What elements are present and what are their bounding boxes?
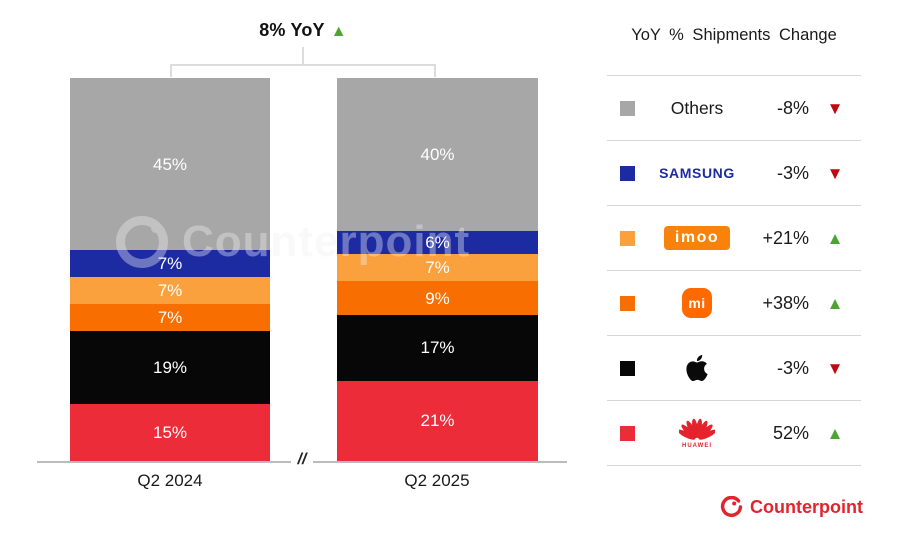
others-label: Others: [670, 97, 724, 118]
category-label-q2-2024: Q2 2024: [137, 471, 203, 490]
chart-growth-title: 8% YoY ▲: [173, 20, 433, 41]
bar-segment-value: 7%: [425, 258, 450, 278]
legend-row-huawei: HUAWEI 52% ▲: [607, 400, 861, 466]
legend: Others -8% ▼ SAMSUNG -3% ▼ imoo +21% ▲ m…: [607, 75, 861, 466]
others-swatch: [620, 100, 635, 116]
counterpoint-logo: Counterpoint: [720, 496, 863, 519]
bar-q2-2024: 45% 7% 7% 7% 19% 15%: [70, 78, 270, 461]
bar-segment-value: 17%: [420, 338, 455, 358]
bar-q2-2025: 40% 6% 7% 9% 17% 21%: [337, 78, 538, 461]
samsung-swatch: [620, 165, 635, 181]
samsung-logo: SAMSUNG: [659, 165, 735, 181]
bar-segment-apple-q2-2025: 17%: [337, 315, 538, 381]
x-axis-left-segment: [37, 461, 291, 463]
up-triangle-icon: ▲: [826, 293, 844, 313]
legend-row-samsung: SAMSUNG -3% ▼: [607, 140, 861, 205]
apple-swatch: [620, 360, 635, 376]
huawei-change: 52%: [772, 422, 809, 443]
bar-segment-value: 19%: [152, 357, 188, 377]
counterpoint-c-icon: [720, 496, 743, 517]
legend-row-apple: -3% ▼: [607, 335, 861, 400]
down-triangle-icon: ▼: [826, 163, 844, 183]
imoo-swatch: [620, 230, 635, 246]
legend-row-xiaomi: mi +38% ▲: [607, 270, 861, 335]
others-change: -8%: [776, 97, 809, 118]
axis-break-mark: //: [297, 451, 307, 468]
huawei-wordmark: HUAWEI: [682, 442, 712, 449]
imoo-logo: imoo: [663, 226, 731, 250]
bar-segment-value: 40%: [420, 145, 455, 165]
huawei-logo: HUAWEI: [679, 418, 715, 449]
legend-title: YoY % Shipments Change: [631, 26, 837, 44]
bracket-tick-right: [434, 64, 436, 77]
bar-segment-value: 45%: [152, 154, 188, 174]
imoo-change: +21%: [762, 227, 809, 248]
huawei-swatch: [620, 425, 635, 441]
bar-segment-others-q2-2025: 40%: [337, 78, 538, 232]
xiaomi-swatch: [620, 295, 635, 311]
bar-segment-samsung-q2-2024: 7%: [70, 250, 270, 278]
bar-segment-xiaomi-q2-2025: 9%: [337, 280, 538, 316]
bracket-stem: [302, 47, 304, 65]
bar-segment-value: 7%: [157, 254, 183, 274]
up-triangle-icon: ▲: [826, 228, 844, 248]
bar-segment-huawei-q2-2025: 21%: [337, 380, 538, 461]
x-axis-right-segment: [313, 461, 567, 463]
apple-logo-icon: [684, 355, 710, 381]
huawei-petals-icon: [679, 418, 715, 440]
bar-segment-others-q2-2024: 45%: [70, 78, 270, 251]
bracket-line: [170, 64, 436, 66]
down-triangle-icon: ▼: [826, 98, 844, 118]
growth-label: 8% YoY: [259, 20, 325, 40]
bar-segment-apple-q2-2024: 19%: [70, 330, 270, 404]
counterpoint-wordmark: Counterpoint: [750, 497, 863, 517]
legend-row-imoo: imoo +21% ▲: [607, 205, 861, 270]
bar-segment-huawei-q2-2024: 15%: [70, 403, 270, 461]
up-triangle-icon: ▲: [826, 423, 844, 443]
bar-segment-value: 6%: [425, 233, 450, 253]
bracket-tick-left: [170, 64, 172, 77]
bar-segment-value: 7%: [157, 307, 183, 327]
down-triangle-icon: ▼: [826, 358, 844, 378]
bar-segment-xiaomi-q2-2024: 7%: [70, 303, 270, 331]
growth-up-triangle-icon: ▲: [330, 23, 347, 40]
bar-segment-value: 7%: [157, 281, 183, 301]
bar-segment-value: 9%: [425, 288, 450, 308]
bar-segment-value: 21%: [420, 411, 455, 431]
bar-segment-imoo-q2-2025: 7%: [337, 254, 538, 281]
samsung-change: -3%: [776, 162, 809, 183]
category-label-q2-2025: Q2 2025: [404, 471, 470, 490]
bar-segment-samsung-q2-2025: 6%: [337, 231, 538, 255]
bar-segment-value: 15%: [152, 422, 188, 442]
legend-row-others: Others -8% ▼: [607, 75, 861, 140]
apple-change: -3%: [776, 357, 809, 378]
xiaomi-change: +38%: [762, 292, 809, 313]
xiaomi-mi-logo: mi: [682, 288, 712, 318]
bar-segment-imoo-q2-2024: 7%: [70, 277, 270, 304]
